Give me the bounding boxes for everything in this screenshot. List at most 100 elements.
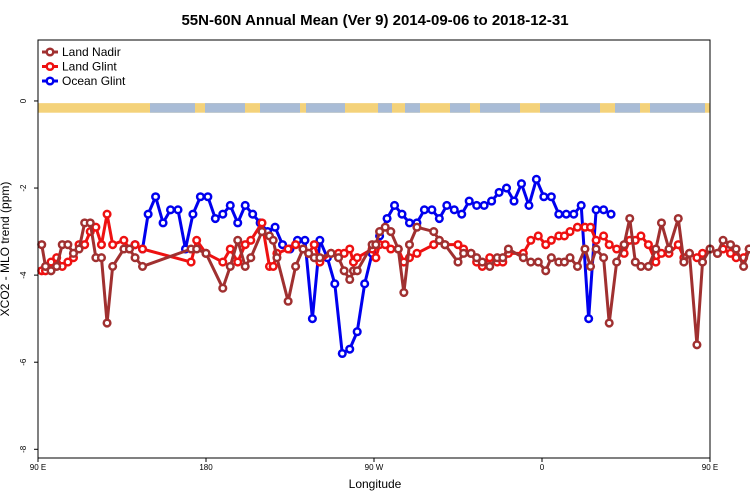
data-point	[68, 248, 79, 258]
data-point	[434, 235, 444, 245]
data-point	[339, 248, 349, 258]
data-point	[330, 279, 340, 289]
data-point	[725, 240, 736, 250]
data-point	[352, 253, 362, 263]
data-point	[345, 344, 355, 354]
x-tick-label: 0	[540, 463, 545, 472]
data-point	[108, 261, 118, 271]
data-point	[386, 244, 396, 254]
data-point	[651, 244, 661, 254]
data-point	[554, 209, 564, 219]
data-point	[240, 261, 250, 271]
data-point	[477, 257, 487, 267]
data-point	[233, 218, 243, 228]
data-point	[739, 261, 749, 271]
data-point	[192, 244, 202, 254]
y-tick-label: 0	[19, 98, 28, 103]
data-point	[382, 213, 392, 224]
data-point	[389, 200, 400, 211]
data-point	[664, 244, 674, 254]
data-point	[453, 257, 463, 267]
data-point	[277, 240, 288, 250]
legend-swatch-marker	[45, 47, 55, 57]
data-point	[137, 244, 148, 254]
data-point	[643, 240, 653, 250]
data-point	[692, 340, 702, 350]
data-point	[612, 244, 622, 254]
data-point	[91, 222, 101, 232]
data-point	[283, 244, 293, 254]
x-tick-label: 90 W	[365, 463, 384, 472]
ocean-band-segment	[480, 103, 520, 113]
data-point	[399, 287, 409, 298]
data-point	[300, 235, 310, 245]
legend-label: Ocean Glint	[62, 74, 126, 88]
data-point	[333, 253, 344, 263]
data-point	[541, 240, 551, 250]
data-point	[298, 244, 308, 254]
y-tick-label: -6	[19, 358, 28, 366]
data-point	[201, 248, 211, 258]
data-point	[40, 261, 51, 271]
data-point	[636, 261, 646, 271]
data-point	[203, 192, 213, 202]
data-point	[352, 327, 362, 337]
ocean-band-segment	[306, 103, 345, 113]
data-point	[345, 244, 355, 254]
data-point	[442, 200, 452, 211]
data-point	[246, 253, 256, 263]
data-point	[272, 253, 282, 263]
x-tick-label: 90 E	[702, 463, 718, 472]
data-point	[533, 257, 543, 267]
data-point	[684, 248, 695, 258]
data-point	[412, 222, 422, 232]
data-point	[561, 209, 571, 219]
data-point	[74, 244, 84, 254]
data-point	[188, 209, 198, 219]
data-point	[192, 235, 202, 245]
data-point	[233, 235, 243, 245]
data-point	[531, 174, 541, 184]
data-point	[464, 196, 474, 206]
data-point	[307, 314, 317, 324]
data-point	[309, 240, 319, 250]
data-point	[487, 196, 497, 206]
data-point	[225, 200, 235, 211]
data-point	[137, 261, 148, 271]
legend-item: Land Glint	[42, 60, 117, 74]
data-point	[692, 253, 702, 263]
data-point	[572, 261, 583, 271]
data-point	[124, 244, 135, 254]
ocean-band-segment	[405, 103, 420, 113]
data-point	[498, 253, 508, 263]
legend-swatch-marker	[45, 61, 55, 72]
ocean-band-segment	[450, 103, 470, 113]
data-point	[218, 283, 228, 293]
y-tick-label: -4	[19, 271, 28, 279]
data-point	[326, 248, 336, 258]
data-point	[375, 227, 385, 237]
data-point	[516, 179, 527, 189]
data-point	[412, 248, 422, 258]
y-axis-label: XCO2 - MLO trend (ppm)	[0, 182, 12, 317]
data-point	[526, 235, 536, 245]
data-point	[744, 244, 750, 254]
data-point	[585, 222, 596, 232]
data-point	[472, 200, 482, 211]
data-point	[63, 240, 73, 250]
data-point	[225, 244, 235, 254]
data-point	[85, 218, 95, 228]
data-point	[151, 192, 161, 202]
series-line	[40, 217, 750, 347]
data-point	[102, 318, 112, 328]
data-point	[291, 261, 301, 271]
data-point	[449, 205, 459, 215]
data-point	[108, 240, 118, 250]
data-point	[604, 240, 614, 250]
data-point	[440, 240, 450, 250]
data-point	[165, 205, 176, 215]
data-point	[599, 205, 609, 215]
data-point	[718, 235, 728, 245]
data-point	[304, 248, 314, 258]
